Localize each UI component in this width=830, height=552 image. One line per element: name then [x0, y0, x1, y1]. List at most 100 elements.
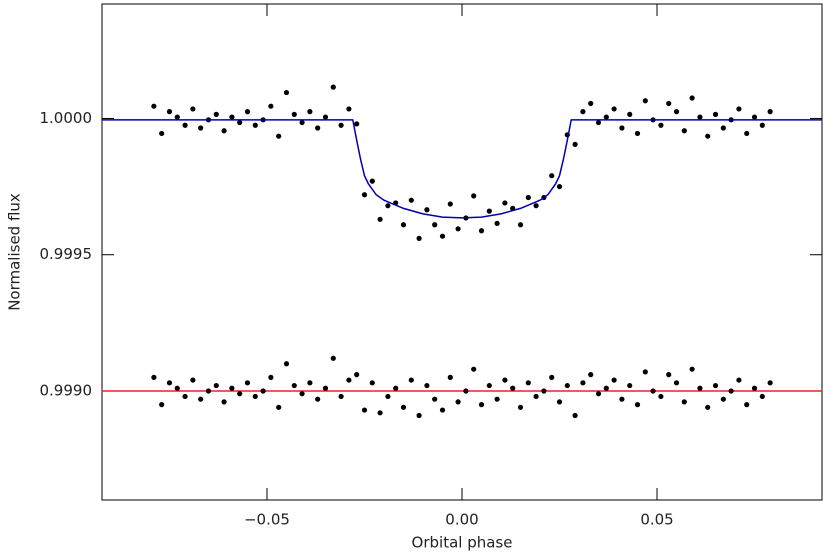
data-point — [744, 130, 750, 137]
data-point — [510, 385, 516, 391]
data-point — [666, 372, 672, 378]
x-tick-label: 0.00 — [445, 511, 478, 529]
data-point — [198, 396, 204, 402]
data-point — [283, 361, 290, 367]
data-point — [759, 122, 765, 128]
data-point — [166, 380, 173, 386]
data-point — [447, 374, 453, 380]
data-point — [159, 130, 165, 137]
data-point — [346, 106, 352, 112]
y-tick-label: 1.0000 — [40, 109, 93, 127]
data-point — [424, 382, 430, 389]
data-point — [689, 366, 695, 372]
data-point — [455, 399, 461, 405]
data-point — [759, 393, 765, 400]
data-point — [221, 128, 227, 134]
data-point — [705, 133, 711, 139]
data-point — [478, 228, 485, 234]
data-point — [517, 404, 524, 410]
data-point — [151, 374, 157, 380]
data-point — [268, 374, 274, 380]
data-point — [541, 388, 547, 394]
data-point — [291, 382, 297, 389]
data-point — [666, 100, 672, 107]
data-point — [619, 396, 625, 402]
data-point — [556, 399, 563, 405]
data-point — [681, 399, 687, 405]
data-point — [556, 183, 563, 190]
data-point — [361, 407, 368, 413]
data-point — [416, 412, 422, 419]
data-point — [291, 111, 297, 117]
data-point — [502, 377, 508, 383]
data-point — [642, 369, 648, 375]
data-point — [432, 222, 438, 228]
data-point — [627, 111, 633, 117]
data-point — [299, 391, 305, 397]
data-point — [478, 402, 485, 408]
data-point — [299, 119, 305, 126]
data-point — [432, 396, 438, 402]
y-axis-label: Normalised flux — [6, 193, 24, 311]
data-point — [658, 393, 664, 400]
data-point — [712, 382, 719, 389]
data-point — [237, 119, 243, 126]
data-point — [190, 377, 196, 383]
data-point — [471, 366, 477, 372]
data-point — [307, 109, 313, 115]
data-point — [369, 380, 375, 386]
data-point — [237, 391, 243, 397]
data-point — [751, 114, 758, 120]
data-point — [580, 380, 586, 386]
data-point — [385, 203, 391, 209]
data-point — [338, 393, 344, 400]
data-point — [447, 201, 453, 207]
x-axis-label: Orbital phase — [412, 534, 513, 552]
data-point — [494, 220, 500, 226]
x-tick-label: −0.05 — [244, 511, 290, 529]
data-point — [229, 114, 235, 120]
data-point — [159, 402, 165, 408]
data-point — [205, 388, 212, 394]
data-point — [182, 122, 188, 128]
data-point — [728, 388, 734, 394]
data-point — [549, 173, 555, 179]
data-point — [198, 125, 204, 131]
data-point — [408, 197, 414, 203]
data-point — [174, 385, 180, 391]
data-point — [533, 203, 539, 209]
data-point — [697, 114, 703, 120]
data-point — [330, 84, 336, 90]
data-point — [315, 125, 321, 131]
data-point — [400, 404, 407, 410]
data-point — [213, 382, 219, 389]
data-point — [634, 130, 641, 137]
data-point — [439, 233, 446, 239]
data-point — [244, 380, 251, 386]
data-point — [697, 385, 703, 391]
data-point — [151, 103, 157, 109]
data-point — [650, 388, 656, 394]
y-tick-label: 0.9995 — [40, 245, 93, 263]
data-point — [767, 380, 773, 386]
data-point — [486, 208, 492, 214]
data-point — [712, 111, 719, 117]
data-point — [182, 393, 188, 400]
data-point — [673, 380, 680, 386]
data-point — [767, 109, 773, 115]
data-point — [595, 119, 602, 126]
data-point — [322, 114, 329, 120]
data-point — [751, 385, 758, 391]
data-point — [611, 377, 617, 383]
data-point — [580, 109, 586, 115]
data-point — [681, 128, 687, 134]
data-point — [471, 193, 477, 199]
data-point — [260, 388, 266, 394]
data-point — [174, 114, 180, 120]
data-point — [424, 207, 430, 213]
data-point — [361, 192, 368, 198]
data-point — [354, 121, 360, 127]
data-point — [455, 226, 461, 232]
data-point — [642, 98, 648, 104]
